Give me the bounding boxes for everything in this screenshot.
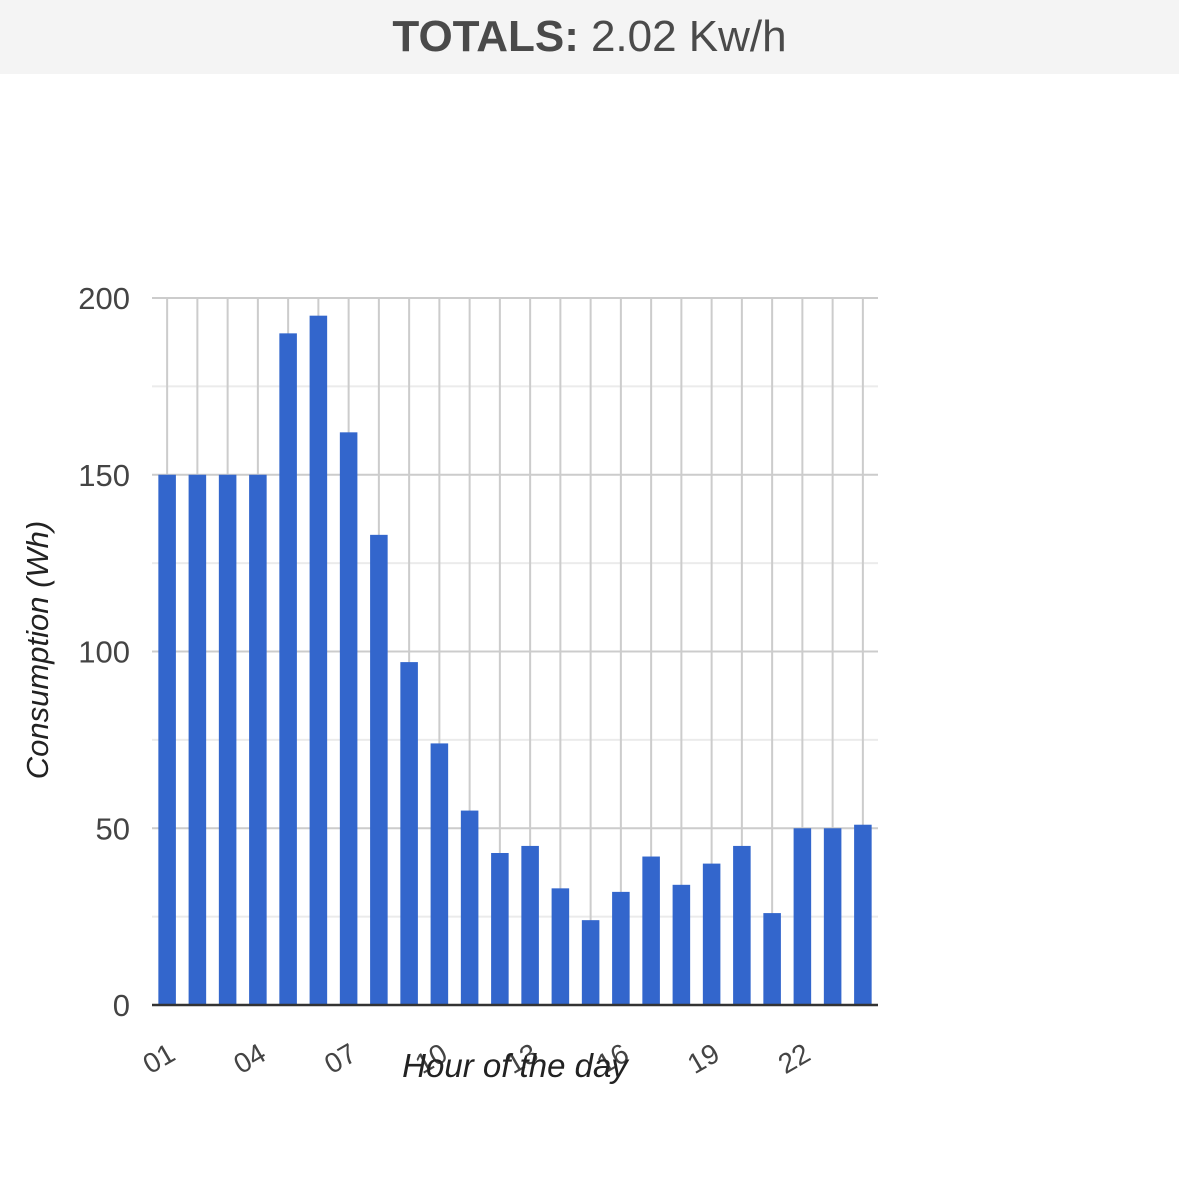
- bar-hour-09: [400, 662, 418, 1005]
- y-tick-label: 0: [113, 988, 130, 1023]
- x-tick-label: 19: [682, 1037, 724, 1079]
- bar-hour-10: [430, 743, 449, 1005]
- bar-hour-05: [279, 333, 297, 1006]
- bar-hour-01: [158, 474, 176, 1005]
- bar-hour-04: [249, 474, 267, 1005]
- bar-hour-03: [218, 474, 237, 1005]
- y-tick-label: 200: [78, 281, 130, 316]
- bar-hour-22: [793, 828, 812, 1005]
- y-tick-label: 50: [96, 811, 130, 846]
- x-tick-label: 04: [228, 1037, 270, 1079]
- bar-hour-20: [733, 845, 751, 1005]
- y-tick-label: 100: [78, 635, 130, 670]
- bar-hour-16: [612, 891, 630, 1005]
- bar-hour-23: [823, 828, 842, 1005]
- bar-hour-07: [339, 432, 358, 1006]
- totals-label: TOTALS:: [392, 12, 579, 61]
- bar-hour-21: [763, 913, 781, 1005]
- bar-hour-14: [551, 888, 570, 1005]
- y-tick-label: 150: [78, 458, 130, 493]
- bar-hour-02: [188, 474, 207, 1005]
- bar-hour-17: [642, 856, 660, 1005]
- bar-hour-12: [491, 852, 509, 1005]
- bar-hour-11: [460, 810, 479, 1005]
- totals-header: TOTALS: 2.02 Kw/h: [0, 0, 1179, 74]
- totals-value: 2.02 Kw/h: [590, 12, 787, 61]
- bar-hour-24: [854, 824, 872, 1005]
- bar-hour-15: [581, 920, 600, 1005]
- bar-hour-19: [702, 863, 721, 1005]
- bars-layer: [158, 315, 872, 1006]
- y-axis-title: Consumption (Wh): [20, 521, 55, 779]
- x-tick-label: 07: [319, 1037, 361, 1079]
- x-tick-label: 22: [773, 1037, 815, 1079]
- bar-hour-06: [309, 315, 328, 1005]
- consumption-chart: 0 50 100 150 200 01 04 07 10 13 16 19 22 Consumption…: [0, 74, 1179, 1179]
- bar-hour-13: [521, 845, 539, 1005]
- bar-hour-08: [370, 534, 388, 1005]
- bar-hour-18: [672, 884, 691, 1005]
- x-tick-label: 01: [138, 1037, 180, 1079]
- x-axis-title: Hour of the day: [402, 1047, 630, 1084]
